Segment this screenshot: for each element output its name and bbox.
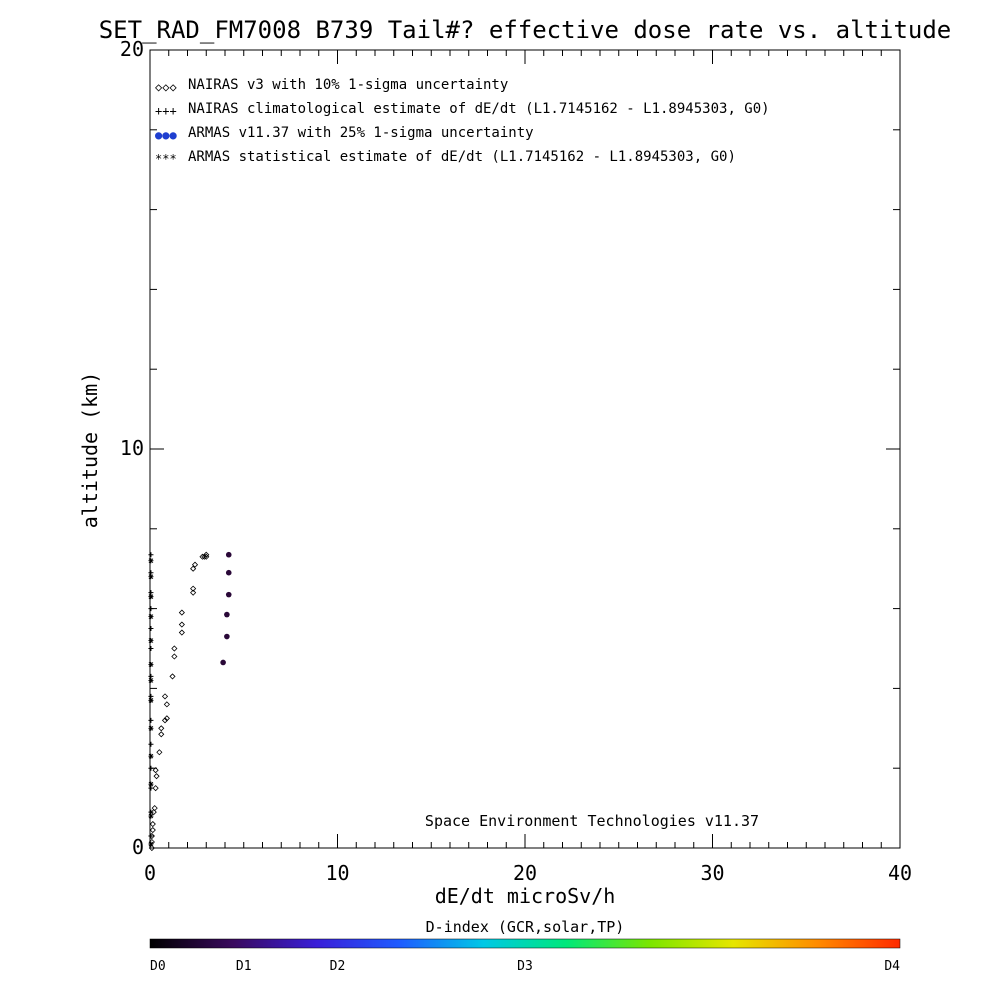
armas-point: [224, 611, 230, 618]
nairas-point: [148, 844, 155, 852]
x-tick-label: 40: [888, 861, 912, 885]
legend-label: ARMAS v11.37 with 25% 1-sigma uncertaint…: [188, 125, 534, 141]
armas-point: [225, 551, 232, 558]
legend-marker: ◇◇◇: [155, 80, 177, 94]
nairas-climatology-point: [148, 626, 154, 632]
armas-point: [225, 591, 232, 598]
nairas-point: [190, 565, 197, 572]
armas-statistical-point: [148, 753, 154, 759]
legend-marker: ●●●: [155, 128, 177, 142]
x-tick-label: 20: [513, 861, 537, 885]
x-axis-ticks: [149, 50, 901, 848]
nairas-point: [190, 589, 197, 596]
armas-point: [224, 633, 230, 640]
plot-frame: [149, 49, 901, 849]
nairas-point: [178, 609, 185, 616]
nairas-point: [152, 767, 159, 774]
armas-statistical-point: [148, 813, 154, 819]
nairas-climatology-point: [148, 606, 154, 612]
nairas-climatology-point: [148, 646, 154, 651]
armas-point: [225, 569, 232, 576]
x-tick-label: 0: [144, 861, 156, 885]
y-tick-label: 10: [120, 436, 144, 460]
x-tick-label: 10: [325, 861, 349, 885]
x-tick-label: 30: [700, 861, 724, 885]
colorbar-label: D2: [330, 959, 346, 974]
nairas-point: [203, 551, 210, 558]
armas-statistical-point: [148, 661, 154, 667]
nairas-point: [152, 785, 159, 792]
nairas-point: [153, 773, 160, 780]
nairas-point: [161, 693, 169, 700]
nairas-point: [163, 715, 170, 722]
legend-marker: +++: [155, 104, 177, 118]
nairas-point: [156, 749, 163, 756]
nairas-point: [171, 645, 178, 652]
armas-statistical-point: [148, 841, 154, 847]
nairas-point: [190, 585, 197, 592]
armas-statistical-point: [148, 677, 154, 683]
armas-statistical-point: [148, 594, 154, 600]
y-tick-label: 20: [120, 37, 144, 61]
armas-statistical-point: [148, 558, 154, 564]
legend-marker: ***: [155, 152, 177, 166]
nairas-point: [158, 725, 165, 732]
armas-statistical-point: [148, 614, 154, 620]
nairas-point: [171, 653, 178, 660]
armas-statistical-point: [148, 638, 154, 644]
chart-title: SET_RAD_FM7008 B739 Tail#? effective dos…: [99, 16, 952, 44]
y-tick-labels: 0 10 20: [120, 37, 144, 859]
colorbar: [149, 938, 901, 949]
nairas-point: [191, 561, 199, 568]
colorbar-label: D1: [236, 959, 252, 974]
armas-statistical-point: [148, 697, 154, 703]
nairas-point: [161, 717, 169, 724]
nairas-point: [201, 553, 208, 560]
nairas-climatology-point: [148, 552, 154, 558]
y-axis-label: altitude (km): [78, 372, 102, 529]
nairas-point: [158, 731, 165, 738]
legend-label: NAIRAS climatological estimate of dE/dt …: [188, 101, 770, 117]
legend-label: NAIRAS v3 with 10% 1-sigma uncertainty: [188, 77, 508, 93]
armas-statistical-point: [148, 725, 154, 731]
nairas-point: [178, 621, 185, 628]
x-axis-label: dE/dt microSv/h: [435, 884, 616, 908]
y-tick-label: 0: [132, 835, 144, 859]
colorbar-label: D0: [150, 959, 166, 974]
nairas-point: [178, 629, 185, 636]
colorbar-labels: D0 D1 D2 D3 D4: [150, 959, 900, 974]
armas-point: [220, 659, 226, 666]
colorbar-label: D3: [517, 959, 533, 974]
legend-label: ARMAS statistical estimate of dE/dt (L1.…: [188, 149, 736, 165]
nairas-climatology-point: [148, 765, 154, 771]
nairas-climatology-point: [148, 833, 154, 839]
nairas-point: [163, 701, 170, 708]
y-axis-ticks: [150, 49, 900, 849]
nairas-climatology-point: [148, 717, 154, 723]
nairas-point: [149, 820, 156, 828]
nairas-point: [151, 805, 158, 812]
legend: ◇◇◇ NAIRAS v3 with 10% 1-sigma uncertaint…: [155, 77, 770, 166]
nairas-point: [148, 832, 155, 840]
colorbar-title: D-index (GCR,solar,TP): [426, 918, 625, 936]
x-tick-labels: 0 10 20 30 40: [144, 861, 912, 885]
armas-statistical-point: [148, 574, 154, 580]
nairas-point: [169, 673, 176, 680]
armas-statistical-point: [148, 781, 154, 787]
nairas-point: [149, 826, 156, 834]
credit-text: Space Environment Technologies v11.37: [425, 812, 759, 830]
nairas-climatology-point: [148, 741, 154, 747]
data-points: [148, 551, 232, 852]
colorbar-label: D4: [884, 959, 900, 974]
nairas-point: [150, 809, 157, 816]
